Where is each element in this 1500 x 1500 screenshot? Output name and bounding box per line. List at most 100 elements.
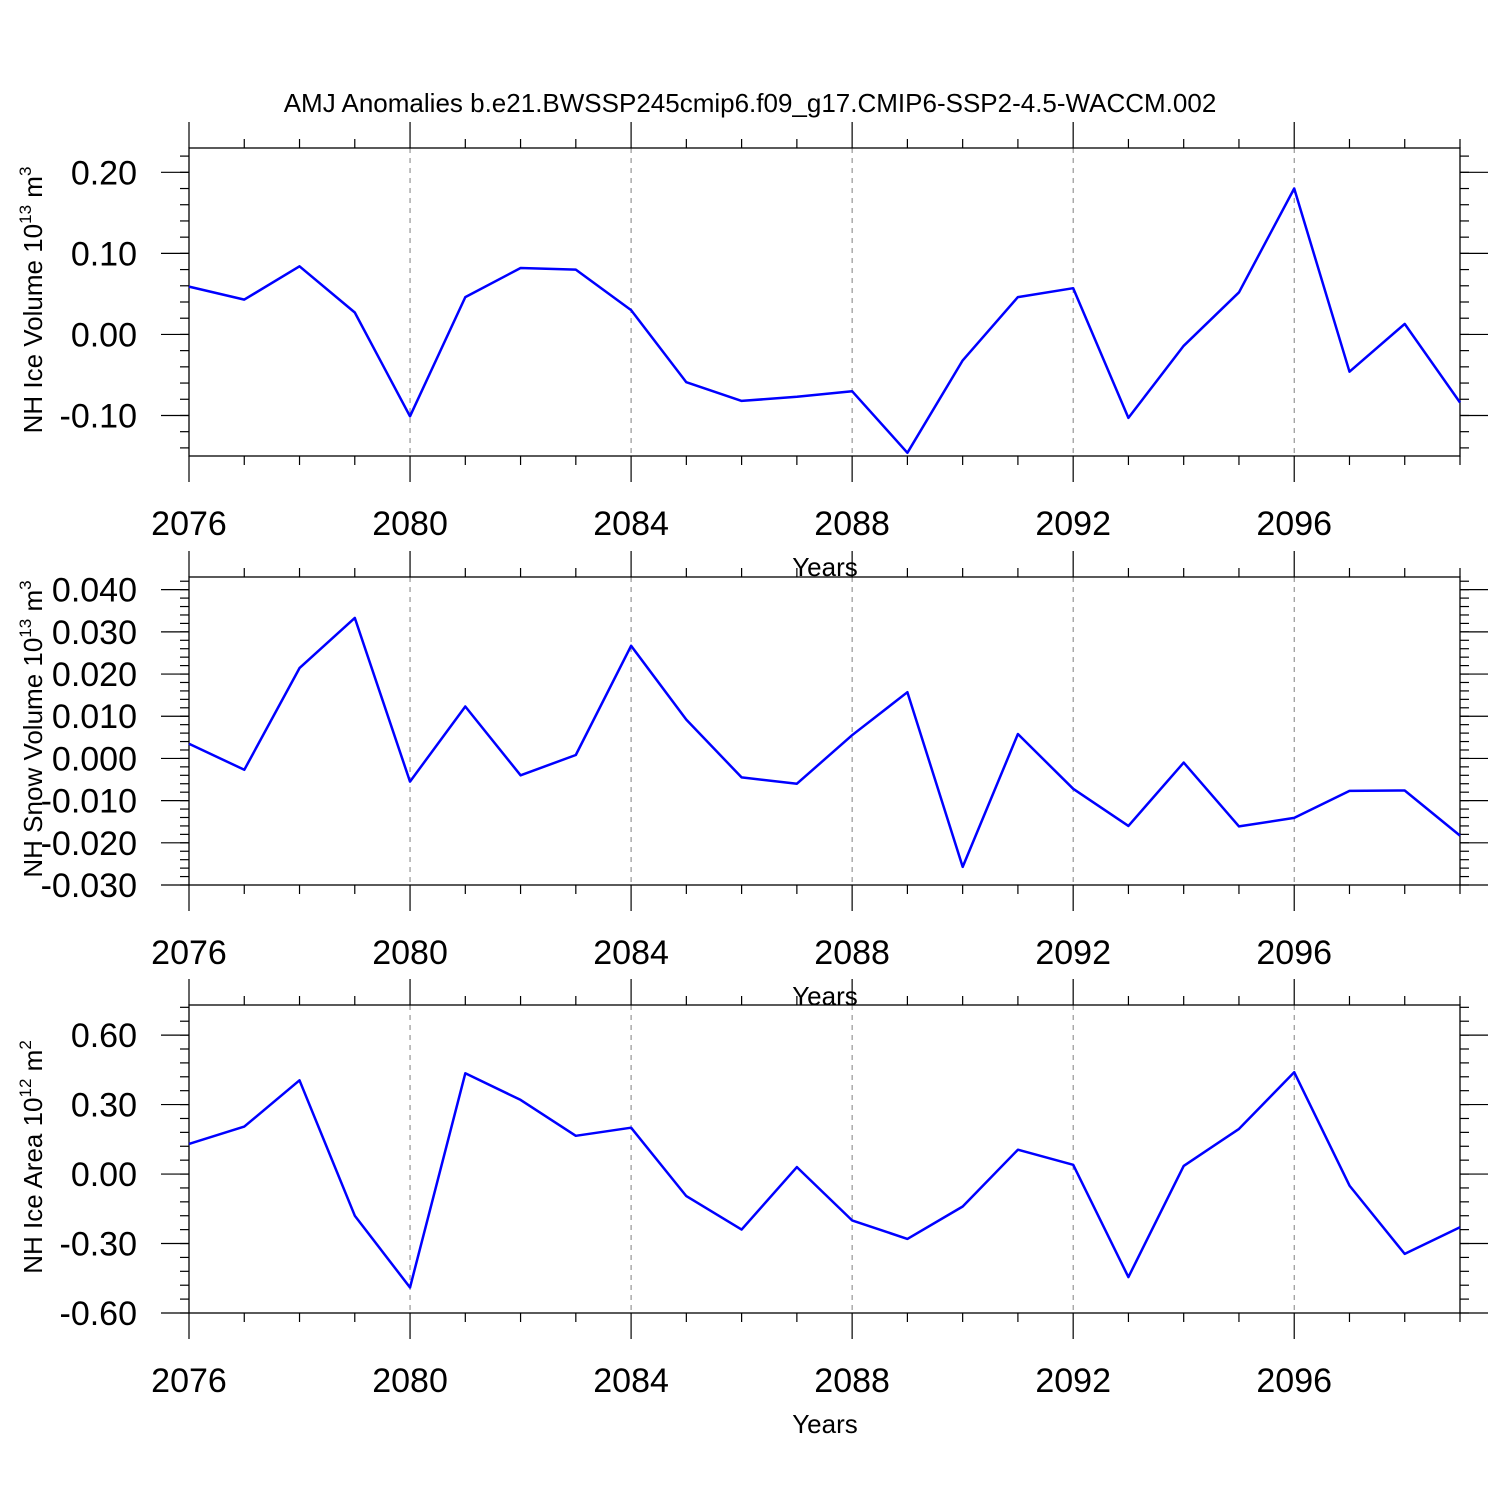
x-tick-label: 2088 xyxy=(814,934,890,972)
data-point-2083 xyxy=(574,268,578,272)
y-axis-title-part: NH Snow Volume 10 xyxy=(18,638,48,878)
y-tick-label: 0.10 xyxy=(71,235,137,273)
data-point-2095 xyxy=(1237,1127,1241,1131)
x-tick-label: 2096 xyxy=(1256,505,1332,543)
plot-frame xyxy=(188,576,1461,886)
data-point-2092 xyxy=(1071,1163,1075,1167)
data-point-2079 xyxy=(353,616,357,620)
data-point-2083 xyxy=(574,753,578,757)
plot-frame xyxy=(188,147,1461,457)
data-point-2082 xyxy=(519,773,523,777)
y-axis-title-part: 12 xyxy=(16,1079,35,1098)
x-tick-label: 2076 xyxy=(151,505,227,543)
data-point-2081 xyxy=(463,295,467,299)
x-tick-label: 2076 xyxy=(151,1362,227,1400)
y-axis-title-part: m xyxy=(18,176,48,205)
data-point-2077 xyxy=(242,768,246,772)
y-tick-label: 0.020 xyxy=(52,656,137,694)
data-point-2079 xyxy=(353,311,357,315)
data-point-2091 xyxy=(1016,1148,1020,1152)
y-tick-label: -0.60 xyxy=(60,1295,138,1333)
x-tick-label: 2088 xyxy=(814,1362,890,1400)
y-axis-title-part: NH Ice Volume 10 xyxy=(18,224,48,434)
data-point-2086 xyxy=(740,399,744,403)
series-line-nh-ice-volume xyxy=(188,187,1462,455)
x-tick-label: 2080 xyxy=(372,934,448,972)
x-axis-title: Years xyxy=(792,981,858,1011)
data-point-2076 xyxy=(187,1142,191,1146)
data-point-2097 xyxy=(1347,789,1351,793)
data-point-2085 xyxy=(684,380,688,384)
y-axis-title-part: 13 xyxy=(16,619,35,638)
x-tick-label: 2096 xyxy=(1256,934,1332,972)
plot-frame xyxy=(188,1004,1461,1314)
data-point-2086 xyxy=(740,1228,744,1232)
y-axis-title-part: 2 xyxy=(16,1040,35,1049)
x-tick-label: 2080 xyxy=(372,1362,448,1400)
data-point-2092 xyxy=(1071,286,1075,290)
data-point-2087 xyxy=(795,782,799,786)
data-point-2099 xyxy=(1458,401,1462,405)
data-point-2093 xyxy=(1126,1275,1130,1279)
data-point-2093 xyxy=(1126,824,1130,828)
x-tick-label: 2084 xyxy=(593,934,669,972)
data-point-2097 xyxy=(1347,370,1351,374)
data-point-2094 xyxy=(1182,1164,1186,1168)
data-point-2077 xyxy=(242,1125,246,1129)
y-tick-label: -0.10 xyxy=(60,397,138,435)
y-axis-title-part: 3 xyxy=(16,580,35,589)
data-point-2086 xyxy=(740,775,744,779)
y-axis-title-part: 13 xyxy=(16,205,35,224)
x-tick-label: 2092 xyxy=(1035,934,1111,972)
series-line-nh-snow-volume xyxy=(188,616,1461,869)
x-tick-label: 2092 xyxy=(1035,1362,1111,1400)
data-point-2094 xyxy=(1182,344,1186,348)
data-point-2091 xyxy=(1016,732,1020,736)
data-point-2076 xyxy=(187,742,191,746)
x-tick-label: 2084 xyxy=(593,1362,669,1400)
data-point-2095 xyxy=(1237,290,1241,294)
data-point-2093 xyxy=(1126,416,1130,420)
y-tick-label: -0.30 xyxy=(60,1226,138,1264)
figure-title: AMJ Anomalies b.e21.BWSSP245cmip6.f09_g1… xyxy=(284,88,1217,118)
data-point-2099 xyxy=(1458,1225,1462,1229)
y-tick-label: -0.030 xyxy=(41,867,137,905)
y-axis-title: NH Ice Area 1012 m2 xyxy=(16,1040,48,1274)
x-tick-label: 2084 xyxy=(593,505,669,543)
data-point-2089 xyxy=(905,451,909,455)
y-tick-label: 0.030 xyxy=(52,614,137,652)
y-axis-title-part: 3 xyxy=(16,167,35,176)
data-point-2080 xyxy=(408,780,412,784)
data-point-2084 xyxy=(629,308,633,312)
panel-nh-snow-volume: 0.040 0.030 0.020 0.010 0.000 -0.010 -0.020 -0.… xyxy=(16,551,1488,1011)
data-point-2081 xyxy=(463,705,467,709)
data-point-2096 xyxy=(1292,816,1296,820)
data-point-2084 xyxy=(629,644,633,648)
data-point-2096 xyxy=(1292,187,1296,191)
x-tick-label: 2096 xyxy=(1256,1362,1332,1400)
data-point-2097 xyxy=(1347,1184,1351,1188)
y-tick-label: -0.010 xyxy=(41,783,137,821)
x-tick-label: 2092 xyxy=(1035,505,1111,543)
data-point-2089 xyxy=(905,1237,909,1241)
data-point-2098 xyxy=(1403,322,1407,326)
y-tick-label: -0.020 xyxy=(41,825,137,863)
data-point-2085 xyxy=(684,1194,688,1198)
data-point-2088 xyxy=(850,1218,854,1222)
x-tick-label: 2080 xyxy=(372,505,448,543)
y-tick-label: 0.00 xyxy=(71,316,137,354)
data-point-2081 xyxy=(463,1071,467,1075)
data-point-2090 xyxy=(961,865,965,869)
data-point-2099 xyxy=(1458,834,1462,838)
y-axis-title: NH Snow Volume 1013 m3 xyxy=(16,580,48,877)
data-point-2096 xyxy=(1292,1070,1296,1074)
x-axis-title: Years xyxy=(792,1409,858,1439)
chart-panels: 0.20 0.10 0.00 -0.10 2076 2080 2084 2088 2092 209… xyxy=(16,122,1488,1439)
data-point-2082 xyxy=(519,1098,523,1102)
data-point-2078 xyxy=(298,666,302,670)
y-axis-title: NH Ice Volume 1013 m3 xyxy=(16,167,48,434)
data-point-2082 xyxy=(519,266,523,270)
data-point-2080 xyxy=(408,414,412,418)
y-tick-label: 0.000 xyxy=(52,740,137,778)
